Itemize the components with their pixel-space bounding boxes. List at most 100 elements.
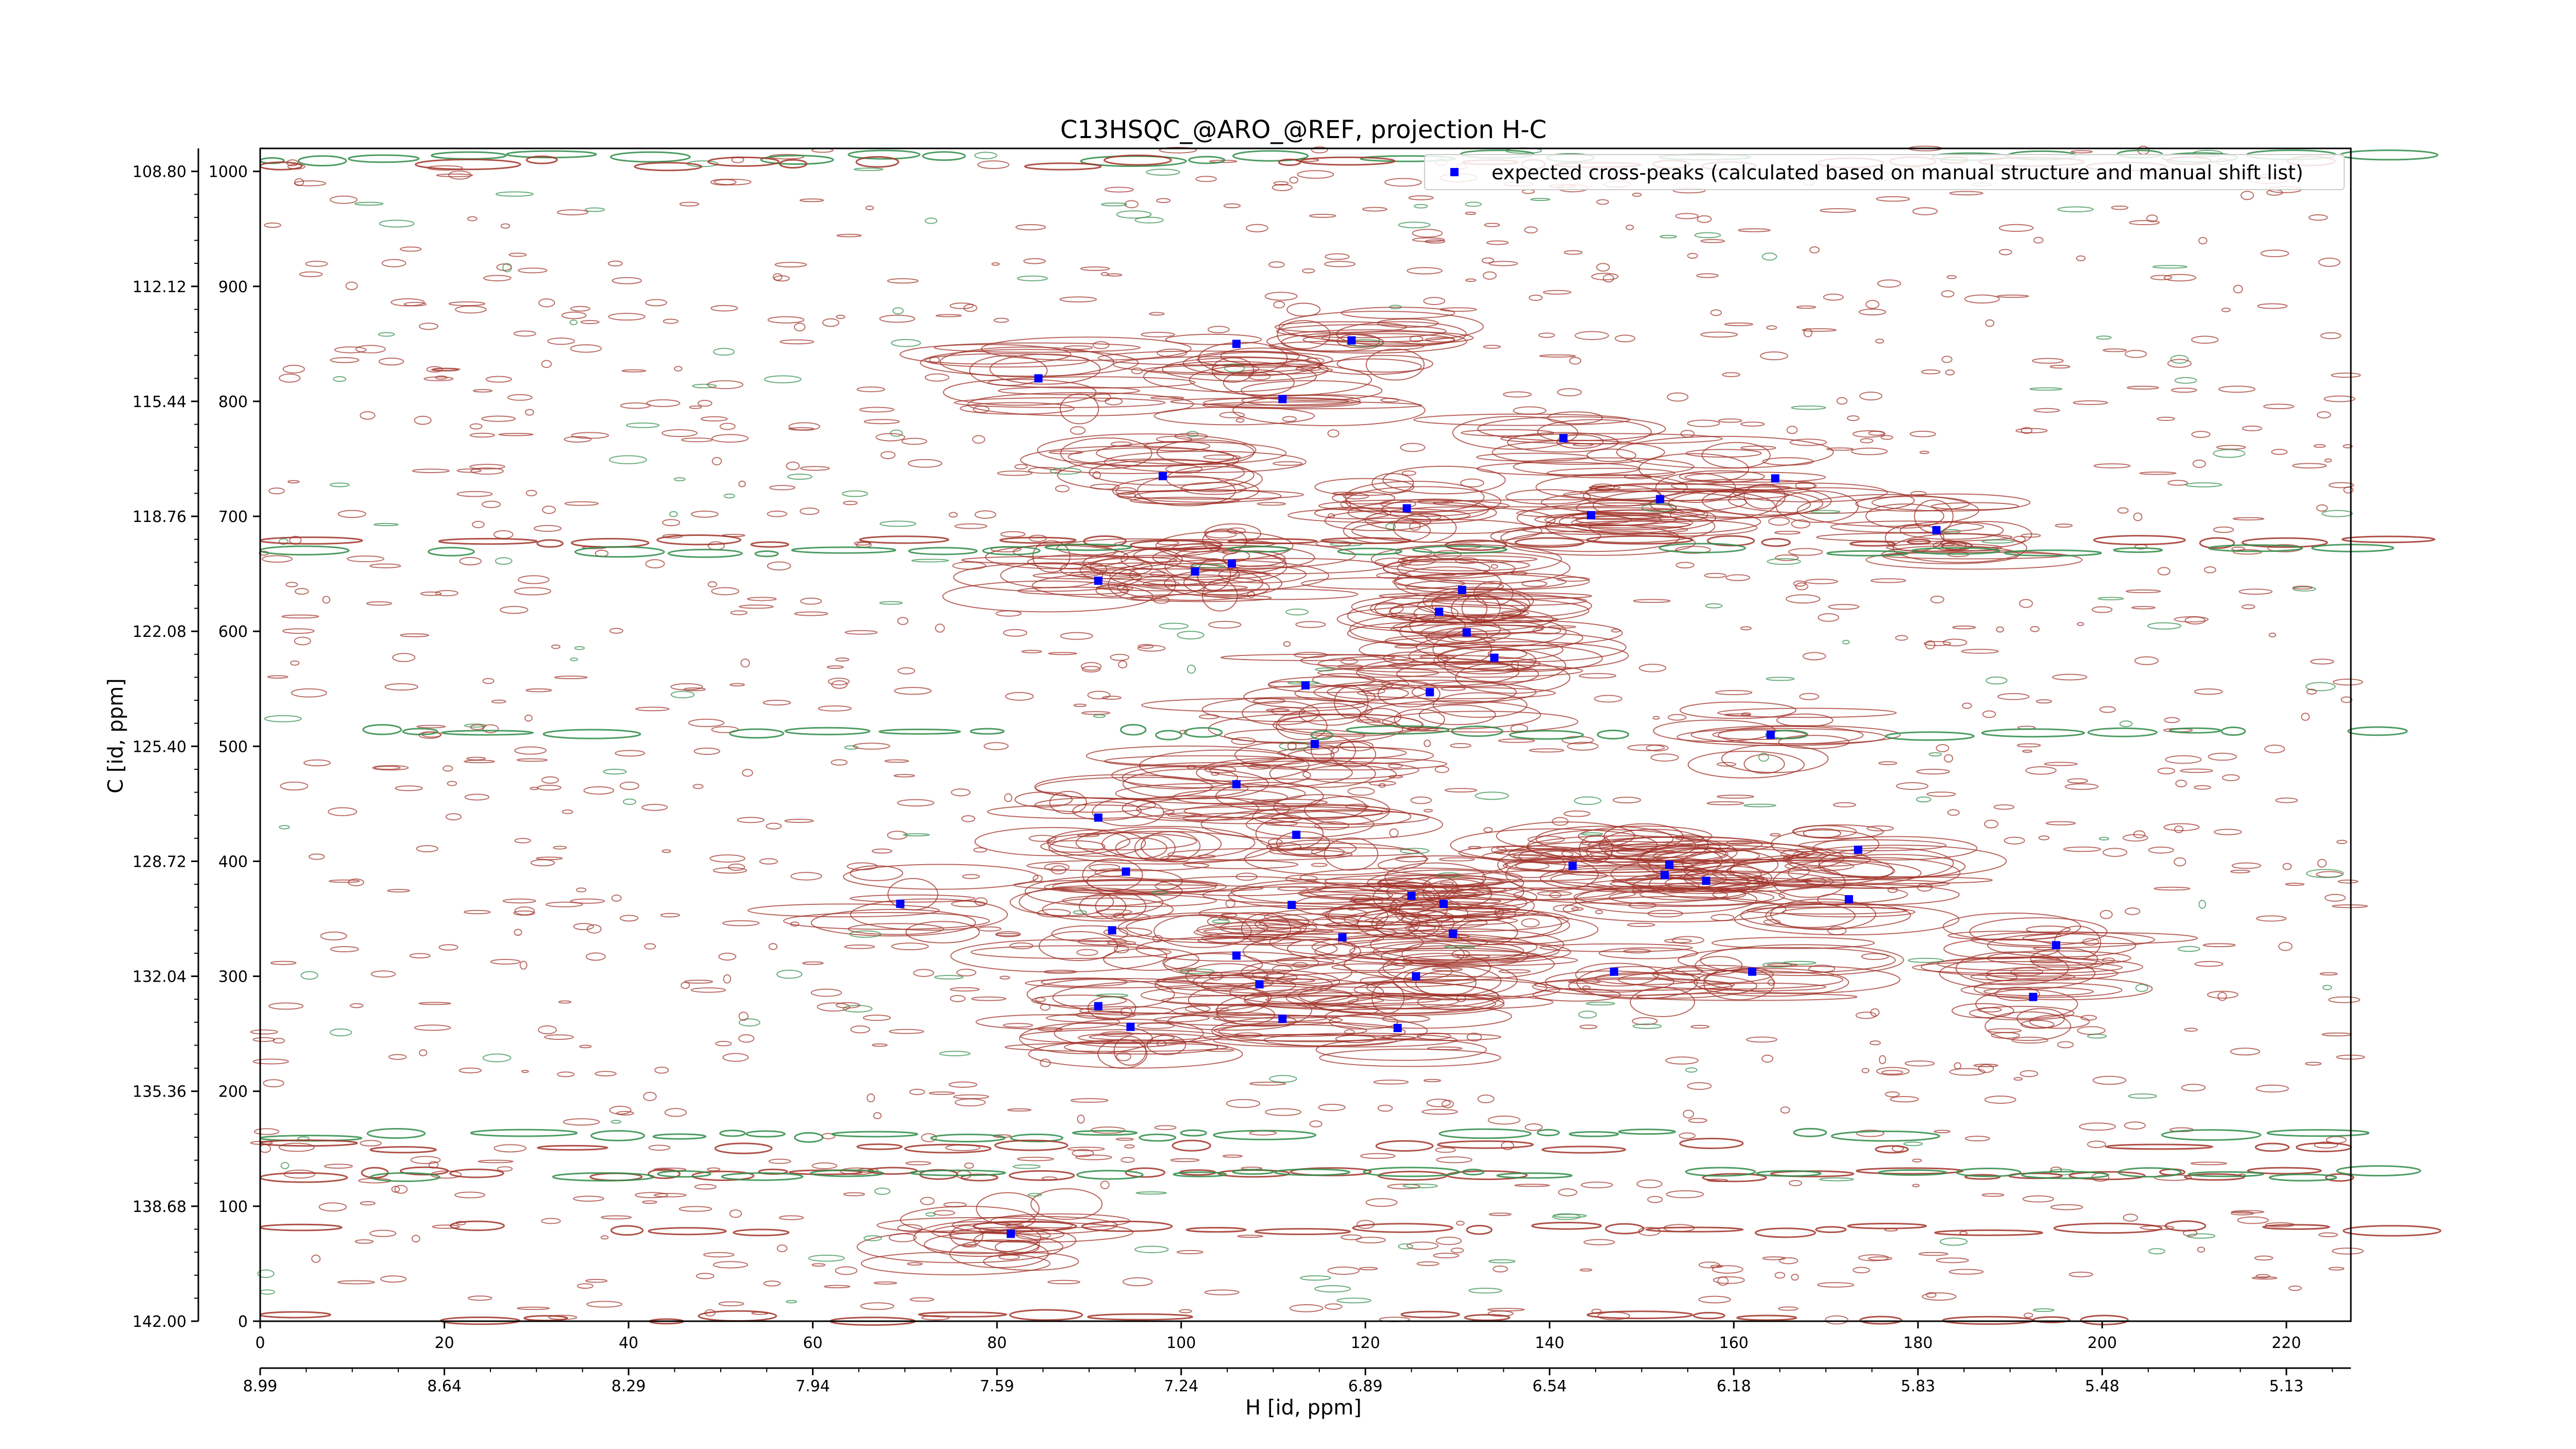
cross-peak-marker (1158, 471, 1167, 480)
y-tick-label: 100 (218, 1198, 248, 1216)
cross-peak-marker (1490, 653, 1499, 662)
y-ppm-tick-label: 135.36 (132, 1083, 187, 1101)
y-ppm-tick-label: 122.08 (132, 623, 187, 641)
x-ppm-tick-label: 8.29 (612, 1377, 646, 1395)
cross-peak-marker (1407, 891, 1416, 900)
cross-peak-marker (1609, 967, 1618, 976)
cross-peak-marker (1462, 628, 1471, 637)
cross-peak-marker (1766, 731, 1775, 739)
cross-peak-marker (1412, 972, 1420, 981)
cross-peak-marker (1439, 900, 1448, 908)
cross-peak-marker (1656, 495, 1665, 503)
cross-peak-marker (1122, 867, 1130, 876)
cross-peak-marker (1449, 930, 1458, 938)
y-tick-label: 0 (238, 1313, 248, 1331)
y-tick-label: 700 (218, 508, 248, 526)
plot-frame (259, 147, 2352, 1322)
y-ppm-tick-label: 138.68 (132, 1198, 187, 1216)
y-ppm-tick-label: 125.40 (132, 738, 187, 756)
y-tick-label: 900 (218, 278, 248, 296)
cross-peak-marker (1232, 340, 1241, 348)
x-ppm-tick-label: 8.64 (427, 1377, 462, 1395)
x-tick-label: 200 (2088, 1334, 2117, 1352)
x-ppm-tick-label: 7.24 (1164, 1377, 1198, 1395)
x-tick-label: 140 (1535, 1334, 1564, 1352)
cross-peak-marker (1292, 831, 1301, 839)
cross-peak-marker (1287, 901, 1296, 909)
legend-label: expected cross-peaks (calculated based o… (1492, 161, 2303, 184)
y-tick-label: 200 (218, 1083, 248, 1101)
x-ppm-tick-label: 8.99 (243, 1377, 278, 1395)
x-axis-label: H [id, ppm] (1245, 1396, 1362, 1420)
cross-peak-marker (1854, 846, 1862, 854)
cross-peak-marker (2029, 992, 2038, 1001)
chart-title: C13HSQC_@ARO_@REF, projection H-C (1060, 115, 1547, 144)
cross-peak-marker (1255, 980, 1264, 989)
cross-peak-marker (1426, 688, 1434, 697)
x-ppm-tick-label: 6.54 (1532, 1377, 1567, 1395)
cross-peak-marker (1559, 434, 1568, 443)
y-axis: 10009008007006005004003002001000108.8011… (132, 148, 260, 1331)
cross-peak-markers (896, 336, 2060, 1238)
cross-peak-marker (1006, 1229, 1015, 1238)
y-tick-label: 600 (218, 623, 248, 641)
y-ppm-tick-label: 128.72 (132, 853, 187, 871)
cross-peak-marker (1458, 585, 1466, 594)
x-ppm-tick-label: 5.83 (1901, 1377, 1935, 1395)
x-tick-label: 220 (2272, 1334, 2301, 1352)
cross-peak-marker (1278, 395, 1287, 403)
x-ppm-tick-label: 6.18 (1717, 1377, 1751, 1395)
y-axis-label: C [id, ppm] (104, 678, 128, 794)
legend: expected cross-peaks (calculated based o… (1424, 154, 2345, 190)
x-tick-label: 100 (1166, 1334, 1196, 1352)
y-tick-label: 1000 (209, 163, 248, 181)
x-axis: 0 20 40 60 80 100 120 140 160 180 200 220 8.99 8.64 8.… (243, 1321, 2351, 1395)
y-tick-label: 500 (218, 738, 248, 756)
cross-peak-marker (1232, 780, 1241, 788)
cross-peak-marker (1393, 1024, 1402, 1032)
x-tick-label: 40 (619, 1334, 638, 1352)
cross-peak-marker (1347, 336, 1356, 345)
cross-peak-marker (1932, 526, 1941, 534)
y-ppm-tick-label: 108.80 (132, 163, 187, 181)
cross-peak-marker (1094, 1002, 1103, 1010)
x-tick-label: 60 (803, 1334, 823, 1352)
y-ppm-tick-label: 132.04 (132, 968, 187, 986)
cross-peak-marker (1094, 813, 1103, 822)
x-tick-label: 120 (1351, 1334, 1380, 1352)
cross-peak-marker (1278, 1015, 1287, 1023)
cross-peak-marker (1232, 951, 1241, 960)
x-ppm-tick-label: 6.89 (1348, 1377, 1383, 1395)
cross-peak-marker (1748, 967, 1757, 976)
cross-peak-marker (1108, 926, 1116, 935)
cross-peak-marker (1435, 608, 1444, 616)
y-ppm-tick-label: 112.12 (132, 278, 187, 296)
legend-box (1424, 154, 2345, 190)
x-ppm-tick-label: 5.13 (2269, 1377, 2303, 1395)
x-ppm-tick-label: 7.59 (980, 1377, 1014, 1395)
x-ppm-tick-label: 7.94 (795, 1377, 830, 1395)
x-tick-label: 20 (434, 1334, 454, 1352)
y-ppm-tick-label: 118.76 (132, 508, 187, 526)
cross-peak-marker (1568, 862, 1577, 870)
cross-peak-marker (1402, 504, 1411, 513)
y-ppm-tick-label: 115.44 (132, 393, 187, 411)
cross-peak-marker (1665, 861, 1674, 869)
cross-peak-marker (1587, 511, 1596, 519)
x-tick-label: 80 (987, 1334, 1007, 1352)
cross-peak-marker (2052, 941, 2060, 950)
x-tick-label: 180 (1903, 1334, 1933, 1352)
cross-peak-marker (1126, 1022, 1135, 1031)
x-tick-label: 0 (255, 1334, 265, 1352)
cross-peak-marker (1227, 559, 1236, 568)
cross-peak-marker (1338, 933, 1347, 941)
cross-peak-marker (1771, 474, 1780, 483)
cross-peak-marker (1301, 681, 1310, 690)
cross-peak-marker (1844, 895, 1853, 904)
cross-peak-marker (1191, 567, 1199, 576)
y-tick-label: 400 (218, 853, 248, 871)
cross-peak-marker (896, 900, 905, 908)
cross-peak-marker (1310, 739, 1319, 748)
